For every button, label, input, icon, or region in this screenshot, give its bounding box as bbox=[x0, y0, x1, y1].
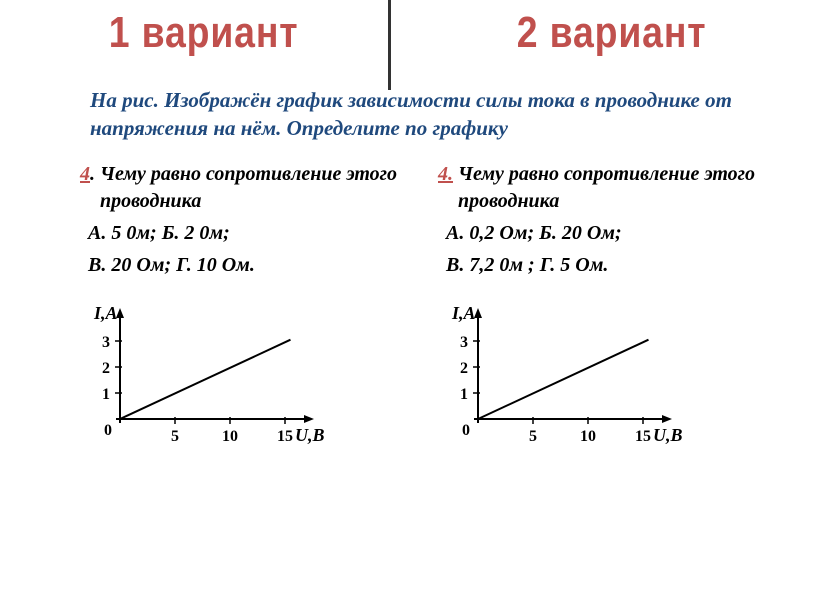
question-text: Чему равно сопротивление этого проводник… bbox=[95, 163, 397, 212]
svg-text:I,А: I,А bbox=[451, 303, 476, 323]
question-left: 4. Чему равно сопротивление этого провод… bbox=[60, 161, 398, 215]
question-number: 4. bbox=[438, 163, 453, 185]
svg-text:3: 3 bbox=[460, 334, 468, 351]
question-number: 4 bbox=[80, 163, 90, 185]
svg-text:5: 5 bbox=[171, 428, 179, 445]
chart-right-wrap: 1 2 3 5 10 15 0 I,А U,В bbox=[418, 289, 756, 449]
svg-text:15: 15 bbox=[277, 428, 293, 445]
chart-left-wrap: 1 2 3 5 10 15 0 I,А U,В bbox=[60, 289, 398, 449]
svg-text:2: 2 bbox=[102, 360, 110, 377]
svg-text:1: 1 bbox=[460, 386, 468, 403]
options-row-1: А. 5 0м; Б. 2 0м; bbox=[88, 217, 398, 249]
svg-text:15: 15 bbox=[635, 428, 651, 445]
variant-2-title: 2 вариант bbox=[517, 8, 707, 58]
left-column: 4. Чему равно сопротивление этого провод… bbox=[50, 161, 408, 449]
svg-text:0: 0 bbox=[104, 422, 112, 439]
svg-text:2: 2 bbox=[460, 360, 468, 377]
svg-text:10: 10 bbox=[222, 428, 238, 445]
intro-text: На рис. Изображён график зависимости сил… bbox=[0, 58, 816, 161]
svg-text:10: 10 bbox=[580, 428, 596, 445]
svg-text:0: 0 bbox=[462, 422, 470, 439]
svg-text:U,В: U,В bbox=[653, 425, 683, 445]
question-right: 4. Чему равно сопротивление этого провод… bbox=[418, 161, 756, 215]
options-row-1: А. 0,2 Ом; Б. 20 Ом; bbox=[446, 217, 756, 249]
svg-text:5: 5 bbox=[529, 428, 537, 445]
options-row-2: В. 7,2 0м ; Г. 5 Ом. bbox=[446, 249, 756, 281]
options-row-2: В. 20 Ом; Г. 10 Ом. bbox=[88, 249, 398, 281]
chart-right: 1 2 3 5 10 15 0 I,А U,В bbox=[428, 289, 688, 449]
question-text: Чему равно сопротивление этого проводник… bbox=[453, 163, 755, 212]
header-divider bbox=[388, 0, 391, 90]
svg-text:U,В: U,В bbox=[295, 425, 325, 445]
svg-text:3: 3 bbox=[102, 334, 110, 351]
right-column: 4. Чему равно сопротивление этого провод… bbox=[408, 161, 766, 449]
svg-text:I,А: I,А bbox=[93, 303, 118, 323]
options-left: А. 5 0м; Б. 2 0м; В. 20 Ом; Г. 10 Ом. bbox=[60, 217, 398, 281]
variant-1-title: 1 вариант bbox=[109, 8, 299, 58]
chart-left: 1 2 3 5 10 15 0 I,А U,В bbox=[70, 289, 330, 449]
options-right: А. 0,2 Ом; Б. 20 Ом; В. 7,2 0м ; Г. 5 Ом… bbox=[418, 217, 756, 281]
svg-text:1: 1 bbox=[102, 386, 110, 403]
